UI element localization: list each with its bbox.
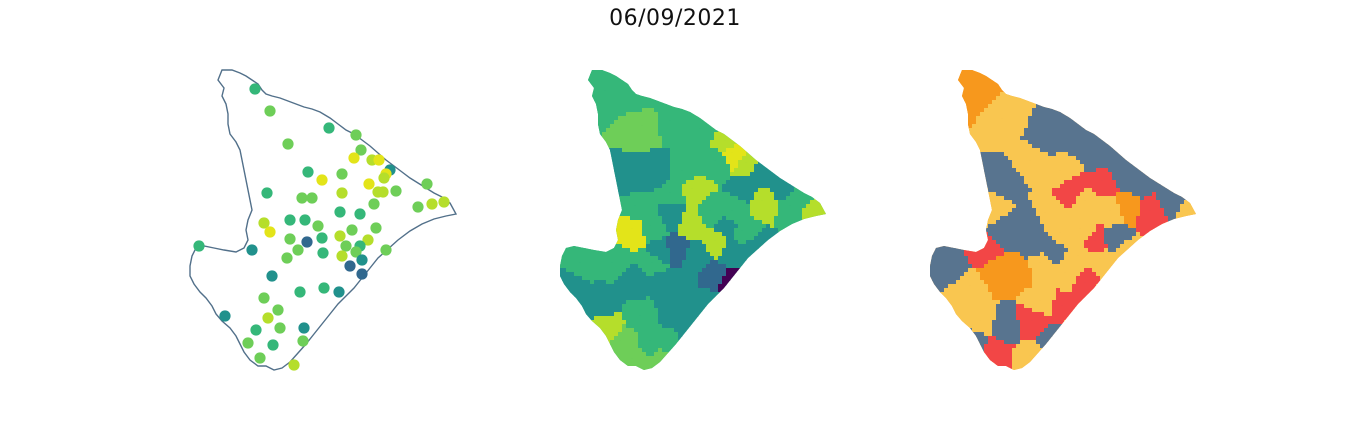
- station-point: [249, 83, 261, 95]
- station-point: [267, 339, 279, 351]
- station-point: [306, 192, 318, 204]
- station-point: [246, 244, 258, 256]
- station-point: [262, 312, 274, 324]
- station-point: [344, 260, 356, 272]
- station-point: [316, 232, 328, 244]
- station-point: [292, 244, 304, 256]
- station-point: [298, 322, 310, 334]
- station-point: [336, 168, 348, 180]
- station-point: [284, 214, 296, 226]
- station-point: [336, 187, 348, 199]
- points-map-panel: [189, 69, 458, 371]
- station-point: [373, 154, 385, 166]
- station-point: [363, 178, 375, 190]
- station-point: [242, 337, 254, 349]
- station-point: [193, 240, 205, 252]
- station-point: [316, 174, 328, 186]
- station-point: [284, 233, 296, 245]
- station-point: [355, 144, 367, 156]
- station-point: [426, 198, 438, 210]
- station-point: [368, 198, 380, 210]
- station-point: [348, 152, 360, 164]
- station-point: [346, 224, 358, 236]
- station-point: [301, 236, 313, 248]
- station-point: [354, 208, 366, 220]
- station-point: [333, 286, 345, 298]
- station-point: [380, 244, 392, 256]
- station-point: [258, 292, 270, 304]
- station-point: [266, 270, 278, 282]
- station-point: [370, 222, 382, 234]
- station-point: [334, 230, 346, 242]
- station-point: [297, 335, 309, 347]
- station-point: [299, 214, 311, 226]
- station-point: [296, 192, 308, 204]
- station-point: [390, 185, 402, 197]
- station-point: [264, 105, 276, 117]
- station-point: [356, 268, 368, 280]
- station-point: [372, 186, 384, 198]
- station-point: [323, 122, 335, 134]
- station-point: [412, 201, 424, 213]
- station-point: [312, 220, 324, 232]
- state-outline: [189, 69, 458, 371]
- station-point: [421, 178, 433, 190]
- station-point: [219, 310, 231, 322]
- station-point: [258, 217, 270, 229]
- municipality-regions: [560, 70, 826, 370]
- station-point: [261, 187, 273, 199]
- station-point: [317, 247, 329, 259]
- station-point: [318, 282, 330, 294]
- station-point: [362, 234, 374, 246]
- station-point: [334, 206, 346, 218]
- station-point: [350, 129, 362, 141]
- continuous-choropleth-panel: [560, 70, 826, 370]
- station-point: [281, 252, 293, 264]
- station-point: [282, 138, 294, 150]
- station-point: [340, 240, 352, 252]
- station-point: [438, 196, 450, 208]
- station-point: [336, 250, 348, 262]
- station-point: [302, 166, 314, 178]
- station-point: [294, 286, 306, 298]
- station-point: [250, 324, 262, 336]
- categorical-choropleth-panel: [930, 70, 1196, 370]
- station-point: [378, 172, 390, 184]
- station-points: [193, 83, 450, 371]
- municipality-regions: [930, 70, 1196, 370]
- station-point: [288, 359, 300, 371]
- station-point: [264, 226, 276, 238]
- station-point: [274, 322, 286, 334]
- figure-title: 06/09/2021: [609, 6, 741, 31]
- station-point: [350, 246, 362, 258]
- station-point: [272, 304, 284, 316]
- station-point: [356, 254, 368, 266]
- station-point: [254, 352, 266, 364]
